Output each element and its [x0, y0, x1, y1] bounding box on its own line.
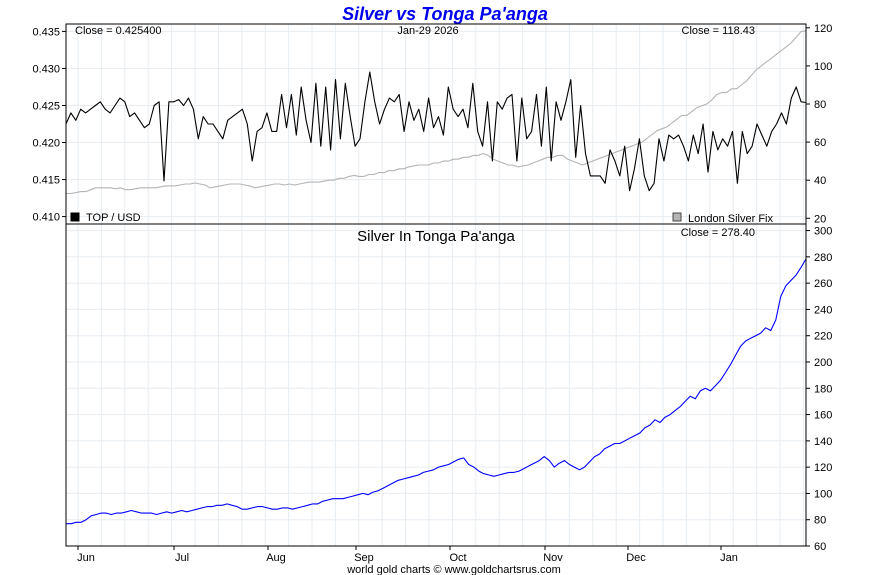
bottom-panel-axes: 60 80 100 120 140 160 180 200 220 240 260 280 300	[806, 226, 832, 553]
right-tick-label: 60	[814, 137, 826, 149]
left-tick-label: 0.415	[32, 175, 60, 187]
left-tick-label: 0.435	[32, 26, 60, 38]
month-label: Dec	[626, 552, 646, 564]
right-tick-label: 80	[814, 99, 826, 111]
bottom-right-tick-label: 300	[814, 226, 832, 238]
chart-title: Silver vs Tonga Pa'anga	[342, 4, 548, 24]
top-panel-grid	[66, 24, 806, 224]
top-usd-line	[65, 71, 807, 192]
bottom-right-tick-label: 160	[814, 410, 832, 422]
month-label: Sep	[354, 552, 374, 564]
left-tick-label: 0.410	[32, 212, 60, 224]
bottom-right-tick-label: 200	[814, 357, 832, 369]
bottom-close-label: Close = 278.40	[681, 227, 755, 239]
month-label: Nov	[543, 552, 563, 564]
footer-credit: world gold charts © www.goldchartsrus.co…	[346, 564, 561, 575]
month-label: Jun	[77, 552, 95, 564]
date-label: Jan-29 2026	[397, 25, 458, 37]
bottom-right-tick-label: 180	[814, 383, 832, 395]
x-axis: Jun Jul Aug Sep Oct Nov Dec Jan	[77, 546, 738, 564]
bottom-right-tick-label: 280	[814, 252, 832, 264]
legend-swatch-top-usd	[70, 212, 80, 222]
bottom-right-tick-label: 220	[814, 331, 832, 343]
bottom-right-tick-label: 120	[814, 462, 832, 474]
month-label: Aug	[266, 552, 286, 564]
top-panel-frame	[65, 23, 807, 225]
bottom-panel-grid	[66, 224, 806, 547]
bottom-right-tick-label: 140	[814, 436, 832, 448]
legend-label-silver-fix: London Silver Fix	[688, 213, 773, 225]
month-label: Jul	[175, 552, 189, 564]
right-tick-label: 40	[814, 175, 826, 187]
right-tick-label: 100	[814, 61, 832, 73]
bottom-panel-series	[66, 258, 807, 525]
top-panel-axes: 0.410 0.415 0.420 0.425 0.430 0.435 20 40 60 80 10…	[32, 23, 832, 225]
bottom-right-tick-label: 260	[814, 278, 832, 290]
left-tick-label: 0.425	[32, 100, 60, 112]
left-tick-label: 0.430	[32, 63, 60, 75]
bottom-panel-frame	[65, 223, 807, 547]
silver-close-label: Close = 118.43	[682, 25, 756, 37]
legend-swatch-silver-fix	[672, 212, 682, 222]
top-panel-series	[65, 30, 807, 195]
left-tick-label: 0.420	[32, 138, 60, 150]
bottom-right-tick-label: 240	[814, 304, 832, 316]
bottom-right-tick-label: 80	[814, 515, 826, 527]
legend-label-top-usd: TOP / USD	[86, 212, 141, 224]
month-label: Oct	[449, 552, 466, 564]
silver-fix-line	[66, 30, 807, 195]
bottom-right-tick-label: 60	[814, 541, 826, 553]
right-tick-label: 120	[814, 23, 832, 35]
top-close-label: Close = 0.425400	[75, 25, 162, 37]
silver-in-top-line	[66, 258, 807, 525]
bottom-right-tick-label: 100	[814, 488, 832, 500]
right-tick-label: 20	[814, 213, 826, 225]
month-label: Jan	[720, 552, 738, 564]
bottom-panel-title: Silver In Tonga Pa'anga	[357, 228, 515, 245]
